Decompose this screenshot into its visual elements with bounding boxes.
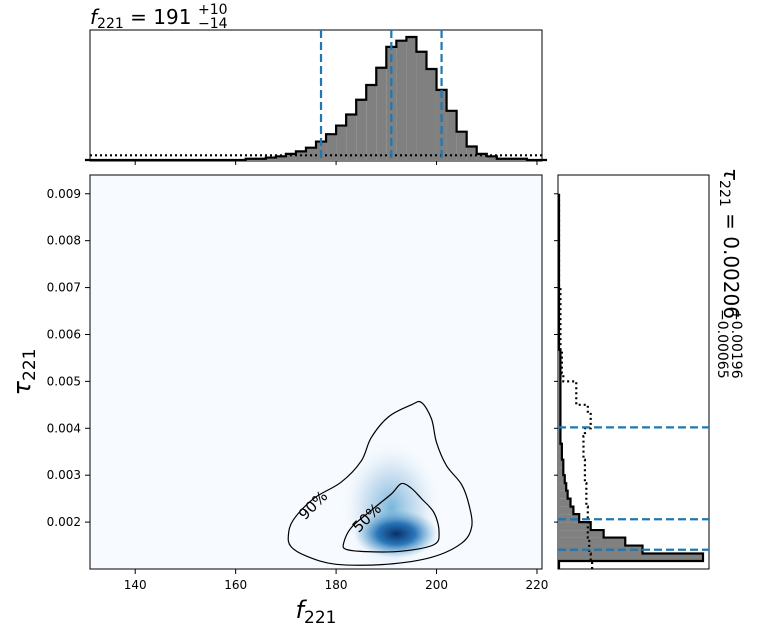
x-label-sub: 221 <box>304 608 336 628</box>
right-hist-bar <box>559 514 580 523</box>
right-marginal-ticks <box>554 193 558 523</box>
top-hist-bar <box>416 51 427 161</box>
top-hist-bar <box>356 99 367 160</box>
top-marginal-title: f221 = 191 <box>90 5 191 32</box>
right-marginal-histogram <box>557 193 709 569</box>
right-marginal-frame <box>557 174 710 570</box>
y-tick-label: 0.009 <box>47 187 81 201</box>
top-hist-bar <box>285 153 296 160</box>
x-ticks: 140 160 180 200 220 <box>124 569 549 592</box>
contour-line <box>287 400 473 566</box>
right-title-main: τ <box>719 168 743 181</box>
right-hist-bar <box>559 498 571 507</box>
top-marginal-ticks <box>134 161 538 165</box>
right-hist-bar <box>559 467 564 476</box>
x-tick-label: 220 <box>526 578 549 592</box>
right-hist-bar <box>559 537 626 546</box>
top-marginal-histogram <box>84 30 548 162</box>
top-hist-bar <box>446 110 457 160</box>
x-tick-label: 140 <box>124 578 147 592</box>
right-hist-bar <box>559 506 574 515</box>
top-hist-bar <box>426 68 437 160</box>
density-inner <box>354 509 439 558</box>
top-hist-bar <box>265 157 276 160</box>
x-tick-label: 180 <box>325 578 348 592</box>
x-tick-label: 200 <box>425 578 448 592</box>
y-tick-label: 0.006 <box>47 327 81 341</box>
right-marginal-panel: τ221 = 0.00206 +0.00196 −0.00065 <box>554 168 744 570</box>
top-hist-bar <box>366 84 377 160</box>
right-hist-bar <box>559 451 562 460</box>
top-hist-bar <box>436 89 447 160</box>
y-axis-label: τ221 <box>8 349 40 396</box>
right-prior-line <box>557 193 594 569</box>
y-ticks: 0.002 0.003 0.004 0.005 0.006 0.007 0.008 0.009 <box>47 187 90 529</box>
right-hist-bar <box>559 443 562 452</box>
right-hist-bar <box>559 490 568 499</box>
y-tick-label: 0.002 <box>47 515 81 529</box>
top-hist-bar <box>275 156 286 160</box>
top-hist-bar <box>376 67 387 160</box>
x-tick-label: 160 <box>224 578 247 592</box>
main-frame <box>89 174 543 570</box>
right-title-sub: 221 <box>716 180 732 207</box>
top-title-main: f <box>90 5 100 29</box>
top-hist-bar <box>486 156 497 160</box>
y-label-sub: 221 <box>20 349 40 381</box>
density-layer <box>287 400 473 569</box>
top-hist-bar <box>466 146 477 160</box>
y-tick-label: 0.007 <box>47 281 81 295</box>
y-tick-label: 0.008 <box>47 234 81 248</box>
top-marginal-panel: f221 = 191 +10 −14 <box>84 2 548 165</box>
top-title-sub: 221 <box>97 16 124 32</box>
top-hist-bar <box>456 131 467 160</box>
top-hist-bar <box>336 125 347 160</box>
main-background <box>90 175 542 569</box>
contours <box>287 400 473 566</box>
top-hist-bar <box>305 147 316 160</box>
y-tick-label: 0.005 <box>47 374 81 388</box>
x-axis-label: f221 <box>296 596 337 628</box>
right-hist-bar <box>559 522 591 531</box>
top-hist-bar <box>476 153 487 160</box>
right-hist-bar <box>559 483 567 491</box>
svg-text:τ221 = 0.00206: τ221 = 0.00206 <box>716 168 743 319</box>
top-hist-bar <box>346 114 357 160</box>
y-tick-label: 0.004 <box>47 421 81 435</box>
right-title-upper: +0.00196 <box>728 309 744 379</box>
right-hist-bar <box>559 553 703 562</box>
right-title-lower: −0.00065 <box>714 309 730 379</box>
right-hist-bar <box>559 530 604 538</box>
y-tick-label: 0.003 <box>47 468 81 482</box>
top-title-upper: +10 <box>198 2 228 18</box>
main-panel: 90% 50% 140 160 180 200 220 0.0020.0030.0040.… <box>8 174 549 628</box>
contour-line <box>342 482 440 553</box>
right-hist-bar <box>559 459 564 468</box>
right-hist-bar <box>559 475 565 484</box>
top-hist-outline <box>84 35 548 162</box>
top-title-lower: −14 <box>198 16 228 32</box>
y-label-main: τ <box>8 380 36 395</box>
top-hist-bar <box>326 134 337 160</box>
right-title-value: = 0.00206 <box>719 207 743 319</box>
top-hist-bar <box>406 37 417 160</box>
right-marginal-title: τ221 = 0.00206 +0.00196 −0.00065 <box>714 168 744 379</box>
top-hist-bar <box>396 40 407 160</box>
top-title-value: = 191 <box>124 5 192 29</box>
